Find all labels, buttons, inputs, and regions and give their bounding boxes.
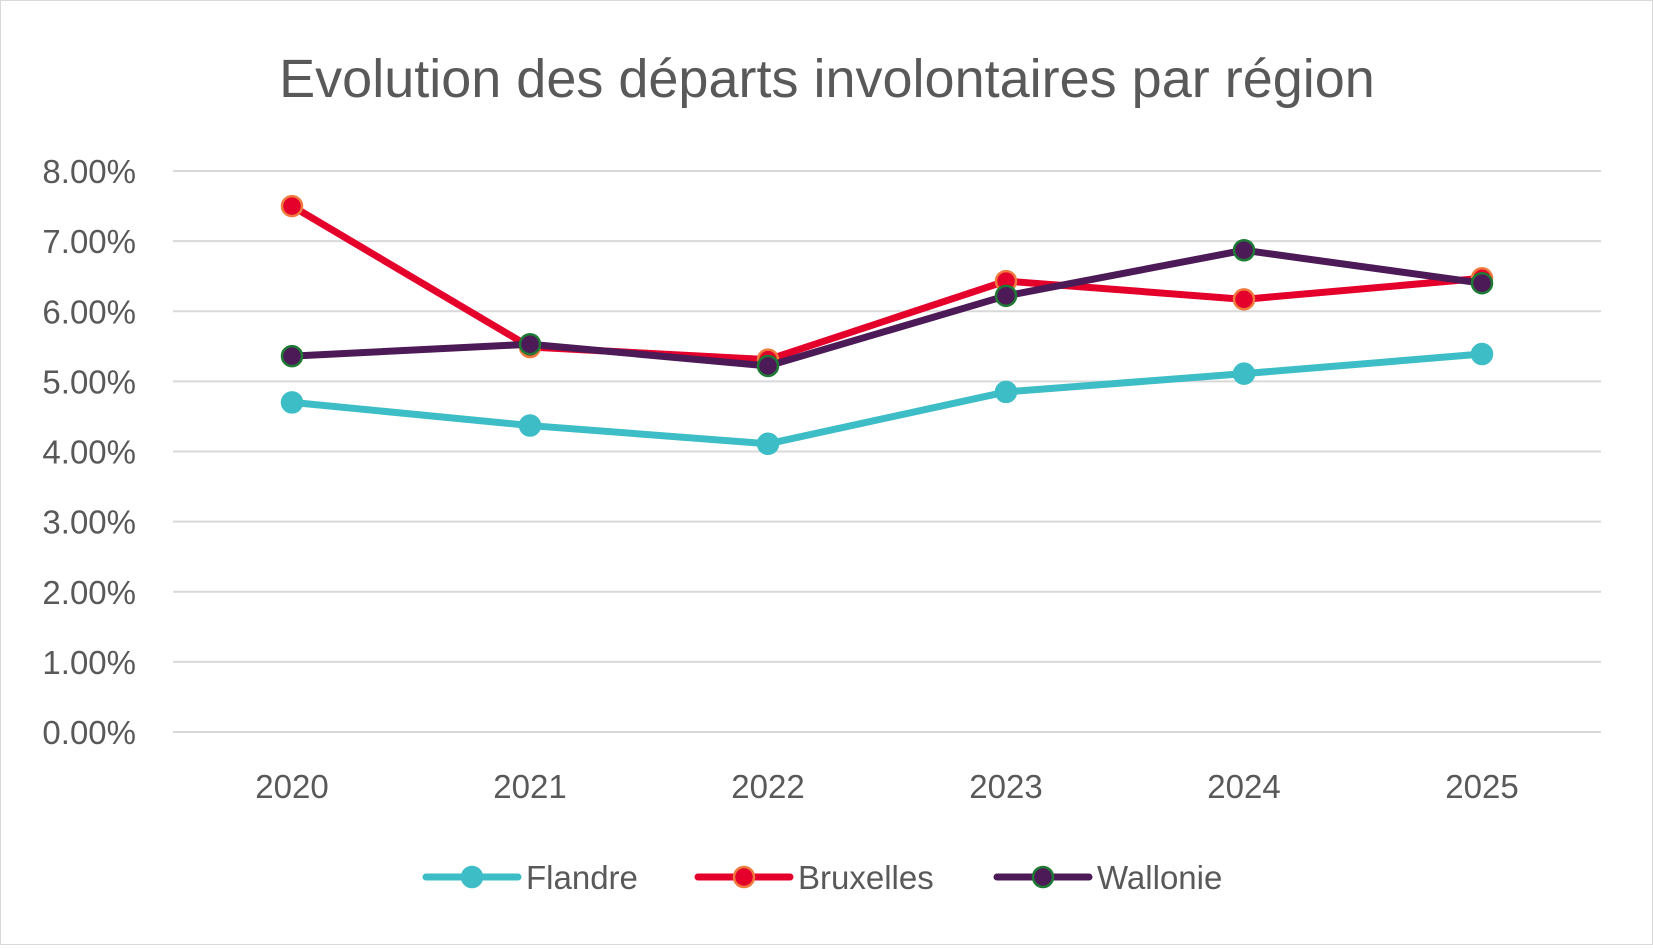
- x-tick-label: 2023: [969, 768, 1042, 805]
- y-tick-label: 2.00%: [42, 574, 136, 611]
- series-layer: [280, 194, 1494, 456]
- series-line-wallonie: [288, 246, 1486, 370]
- legend: Flandre Bruxelles Wallonie: [422, 859, 1222, 896]
- y-tick-label: 0.00%: [42, 714, 136, 751]
- legend-label-bruxelles: Bruxelles: [798, 859, 934, 896]
- y-tick-label: 8.00%: [42, 153, 136, 190]
- data-point-wallonie: [280, 344, 304, 368]
- legend-label-wallonie: Wallonie: [1097, 859, 1222, 896]
- legend-marker-wallonie: [1031, 865, 1055, 889]
- y-tick-label: 4.00%: [42, 434, 136, 471]
- y-tick-label: 1.00%: [42, 644, 136, 681]
- data-point-flandre: [280, 391, 304, 414]
- data-point-flandre: [518, 414, 542, 437]
- x-tick-label: 2021: [493, 768, 566, 805]
- data-point-flandre: [756, 432, 780, 456]
- chart-title: Evolution des départs involontaires par …: [279, 49, 1375, 109]
- x-tick-label: 2025: [1445, 768, 1518, 805]
- series-line-bruxelles: [288, 202, 1486, 364]
- x-tick-label: 2022: [731, 768, 804, 805]
- legend-label-flandre: Flandre: [526, 859, 638, 896]
- series-line-flandre: [288, 350, 1486, 448]
- data-point-wallonie: [994, 284, 1018, 308]
- data-point-wallonie: [756, 354, 780, 378]
- legend-marker-bruxelles: [732, 865, 756, 889]
- data-point-wallonie: [518, 332, 542, 356]
- data-point-wallonie: [1232, 238, 1256, 262]
- y-axis-tick-labels: 0.00% 1.00% 2.00% 3.00% 4.00% 5.00% 6.00% 7.00%…: [42, 153, 136, 751]
- x-tick-label: 2020: [255, 768, 328, 805]
- y-tick-label: 5.00%: [42, 363, 136, 400]
- y-tick-label: 7.00%: [42, 223, 136, 260]
- legend-marker-flandre: [460, 865, 484, 889]
- x-axis-tick-labels: 2020 2021 2022 2023 2024 2025: [255, 768, 1518, 805]
- data-point-wallonie: [1470, 271, 1494, 295]
- data-point-flandre: [1232, 362, 1256, 385]
- gridlines: [173, 170, 1601, 733]
- y-tick-label: 3.00%: [42, 504, 136, 541]
- data-point-bruxelles: [1232, 288, 1256, 311]
- x-tick-label: 2024: [1207, 768, 1280, 805]
- data-point-flandre: [1470, 342, 1494, 366]
- y-tick-label: 6.00%: [42, 293, 136, 330]
- data-point-flandre: [994, 380, 1018, 404]
- data-point-bruxelles: [280, 194, 304, 218]
